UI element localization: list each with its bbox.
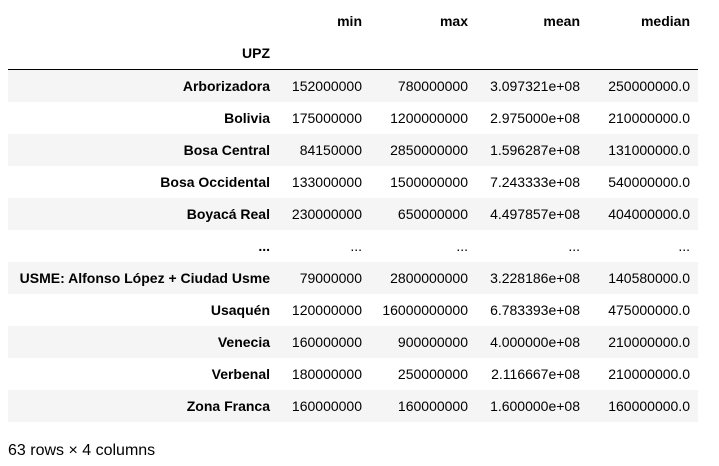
cell-median: ... xyxy=(678,238,690,254)
table-row: Bosa Occidental 133000000 1500000000 7.2433… xyxy=(8,166,698,198)
table-row: Zona Franca 160000000 160000000 1.600000e+0… xyxy=(8,390,698,422)
table-row: ............... xyxy=(8,230,698,262)
cell-median: 210000000.0 xyxy=(608,334,690,350)
cell-min: 79000000 xyxy=(299,270,362,286)
cell-median: 160000000.0 xyxy=(608,398,690,414)
cell-min: ... xyxy=(350,238,362,254)
cell-mean: 7.243333e+08 xyxy=(490,174,580,190)
column-header-mean: mean xyxy=(543,13,580,29)
row-index-label: Venecia xyxy=(217,334,270,350)
cell-max: 250000000 xyxy=(397,366,468,382)
row-index-label: Boyacá Real xyxy=(186,206,270,222)
cell-max: 650000000 xyxy=(397,206,468,222)
row-index-label: Bolivia xyxy=(224,110,270,126)
column-header-median: median xyxy=(640,13,690,29)
cell-min: 152000000 xyxy=(291,78,362,94)
cell-median: 475000000.0 xyxy=(608,302,690,318)
cell-min: 230000000 xyxy=(291,206,362,222)
table-row: Verbenal 180000000 250000000 2.116667e+08 21… xyxy=(8,358,698,390)
index-row-empty-cell xyxy=(476,37,588,70)
cell-max: 1200000000 xyxy=(390,110,468,126)
cell-max: 1500000000 xyxy=(390,174,468,190)
cell-mean: ... xyxy=(568,238,580,254)
cell-mean: 2.975000e+08 xyxy=(490,110,580,126)
cell-mean: 1.596287e+08 xyxy=(490,142,580,158)
row-index-label: Zona Franca xyxy=(186,398,270,414)
cell-median: 140580000.0 xyxy=(608,270,690,286)
cell-mean: 1.600000e+08 xyxy=(490,398,580,414)
row-index-label: Bosa Occidental xyxy=(160,174,270,190)
table-row: Bolivia 175000000 1200000000 2.975000e+08 21… xyxy=(8,102,698,134)
cell-median: 210000000.0 xyxy=(608,110,690,126)
cell-max: 2850000000 xyxy=(390,142,468,158)
index-name-row: UPZ xyxy=(8,37,698,70)
column-header-max: max xyxy=(439,13,468,29)
cell-mean: 2.116667e+08 xyxy=(491,366,580,382)
cell-min: 160000000 xyxy=(291,334,362,350)
table-header: min max mean median UPZ xyxy=(8,5,698,70)
index-row-empty-cell xyxy=(588,37,698,70)
cell-max: ... xyxy=(456,238,468,254)
shape-summary: 63 rows × 4 columns xyxy=(8,442,156,459)
cell-min: 160000000 xyxy=(291,398,362,414)
cell-min: 175000000 xyxy=(291,110,362,126)
table-row: Arborizadora 152000000 780000000 3.097321e+… xyxy=(8,69,698,102)
row-index-label: Verbenal xyxy=(211,366,270,382)
cell-max: 160000000 xyxy=(397,398,468,414)
cell-mean: 6.783393e+08 xyxy=(490,302,580,318)
cell-median: 404000000.0 xyxy=(608,206,690,222)
index-name-header: UPZ xyxy=(8,37,278,70)
cell-median: 210000000.0 xyxy=(608,366,690,382)
cell-mean: 3.228186e+08 xyxy=(490,270,580,286)
cell-max: 780000000 xyxy=(397,78,468,94)
cell-min: 120000000 xyxy=(291,302,362,318)
cell-max: 900000000 xyxy=(397,334,468,350)
row-index-label: Usaquén xyxy=(210,302,270,318)
row-index-label: USME: Alfonso López + Ciudad Usme xyxy=(19,270,270,286)
cell-median: 131000000.0 xyxy=(608,142,690,158)
column-header-row: min max mean median xyxy=(8,5,698,37)
cell-min: 133000000 xyxy=(291,174,362,190)
cell-median: 250000000.0 xyxy=(608,78,690,94)
index-corner-cell xyxy=(8,5,278,37)
cell-min: 180000000 xyxy=(291,366,362,382)
cell-max: 16000000000 xyxy=(382,302,468,318)
dataframe-table: min max mean median UPZ Arborizadora 1520… xyxy=(8,5,698,422)
table-row: Venecia 160000000 900000000 4.000000e+08 210… xyxy=(8,326,698,358)
index-row-empty-cell xyxy=(370,37,476,70)
row-index-label: ... xyxy=(258,238,270,254)
table-row: USME: Alfonso López + Ciudad Usme 7900000… xyxy=(8,262,698,294)
cell-median: 540000000.0 xyxy=(608,174,690,190)
row-index-label: Bosa Central xyxy=(183,142,270,158)
cell-min: 84150000 xyxy=(299,142,362,158)
cell-mean: 4.497857e+08 xyxy=(490,206,580,222)
table-row: Usaquén 120000000 16000000000 6.783393e+08 4… xyxy=(8,294,698,326)
index-row-empty-cell xyxy=(278,37,370,70)
cell-mean: 4.000000e+08 xyxy=(490,334,580,350)
cell-mean: 3.097321e+08 xyxy=(490,78,580,94)
table-body: Arborizadora 152000000 780000000 3.097321e+… xyxy=(8,69,698,422)
row-index-label: Arborizadora xyxy=(182,78,270,94)
table-row: Boyacá Real 230000000 650000000 4.497857e+0… xyxy=(8,198,698,230)
cell-max: 2800000000 xyxy=(390,270,468,286)
table-row: Bosa Central 84150000 2850000000 1.596287e+… xyxy=(8,134,698,166)
column-header-min: min xyxy=(337,13,362,29)
